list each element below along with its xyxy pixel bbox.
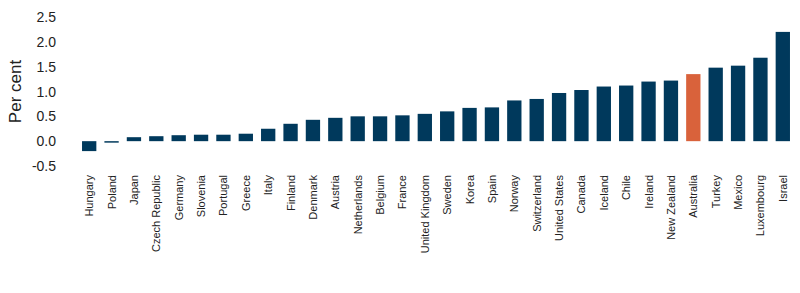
bar: [574, 90, 588, 141]
bar: [283, 124, 297, 141]
x-tick-label: Germany: [173, 175, 185, 221]
y-axis: -0.5 0.0 0.5 1.0 1.5 2.0 2.5: [32, 9, 56, 174]
chart: -0.5 0.0 0.5 1.0 1.5 2.0 2.5 Per cent Hungary Pol…: [0, 0, 800, 293]
y-tick-label: 1.0: [37, 84, 57, 100]
bar: [104, 141, 118, 142]
bar: [82, 141, 96, 151]
x-tick-label: Denmark: [307, 175, 319, 220]
x-tick-label: New Zealand: [665, 175, 677, 240]
bar: [776, 32, 790, 141]
bar: [530, 99, 544, 141]
x-tick-label: Canada: [575, 174, 587, 213]
bar: [373, 116, 387, 141]
bars: [82, 32, 790, 151]
x-tick-label: France: [396, 175, 408, 209]
y-tick-label: 0.5: [37, 108, 57, 124]
bar: [619, 86, 633, 142]
y-tick-label: 0.0: [37, 133, 57, 149]
x-tick-label: Iceland: [598, 175, 610, 210]
x-tick-label: Czech Republic: [150, 175, 162, 253]
x-tick-label: Korea: [464, 174, 476, 204]
x-tick-label: Chile: [620, 175, 632, 200]
bar: [507, 100, 521, 141]
x-tick-label: Portugal: [217, 175, 229, 216]
x-tick-label: Sweden: [441, 175, 453, 215]
x-tick-label: Austria: [329, 174, 341, 209]
bar: [395, 115, 409, 141]
bar: [149, 136, 163, 141]
bar: [261, 129, 275, 141]
y-tick-label: 2.5: [37, 9, 57, 25]
x-tick-label: Ireland: [643, 175, 655, 209]
y-tick-label: 2.0: [37, 34, 57, 50]
y-tick-label: -0.5: [32, 158, 56, 174]
y-axis-label: Per cent: [6, 60, 25, 124]
bar: [552, 93, 566, 141]
bar: [328, 118, 342, 141]
bar: [485, 107, 499, 141]
x-tick-label: United States: [553, 175, 565, 242]
x-axis: Hungary Poland Japan Czech Republic Germany S…: [83, 174, 789, 253]
x-tick-label: Greece: [240, 175, 252, 211]
x-tick-label: Australia: [687, 174, 699, 218]
x-tick-label: Turkey: [710, 175, 722, 209]
x-tick-label: Finland: [285, 175, 297, 211]
bar: [440, 111, 454, 141]
x-tick-label: United Kingdom: [419, 175, 431, 253]
x-tick-label: Hungary: [83, 175, 95, 217]
x-tick-label: Switzerland: [531, 175, 543, 232]
x-tick-label: Japan: [128, 175, 140, 205]
y-tick-label: 1.5: [37, 59, 57, 75]
x-tick-label: Israel: [777, 175, 789, 202]
bar: [216, 135, 230, 141]
bar: [306, 120, 320, 141]
bar: [127, 137, 141, 141]
x-tick-label: Netherlands: [352, 175, 364, 235]
x-tick-label: Mexico: [732, 175, 744, 210]
x-tick-label: Luxembourg: [754, 175, 766, 236]
x-tick-label: Spain: [486, 175, 498, 203]
bar: [462, 108, 476, 141]
x-tick-label: Slovenia: [195, 174, 207, 217]
bar: [731, 66, 745, 141]
x-tick-label: Norway: [508, 175, 520, 213]
bar: [239, 134, 253, 141]
x-tick-label: Italy: [262, 175, 274, 196]
bar: [597, 87, 611, 142]
bar: [351, 116, 365, 141]
bar: [418, 114, 432, 141]
bar: [709, 68, 723, 142]
bar: [664, 81, 678, 142]
x-tick-label: Poland: [106, 175, 118, 209]
bar: [686, 74, 700, 141]
bar: [194, 135, 208, 141]
x-tick-label: Belgium: [374, 175, 386, 215]
bar: [172, 135, 186, 141]
bar: [753, 58, 767, 141]
bar: [641, 82, 655, 142]
